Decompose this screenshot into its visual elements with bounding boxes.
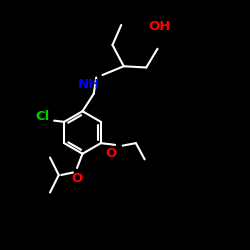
Text: O: O — [72, 172, 83, 185]
Text: OH: OH — [149, 20, 171, 33]
Text: Cl: Cl — [35, 110, 49, 123]
Text: NH: NH — [78, 78, 100, 92]
Text: O: O — [106, 147, 117, 160]
